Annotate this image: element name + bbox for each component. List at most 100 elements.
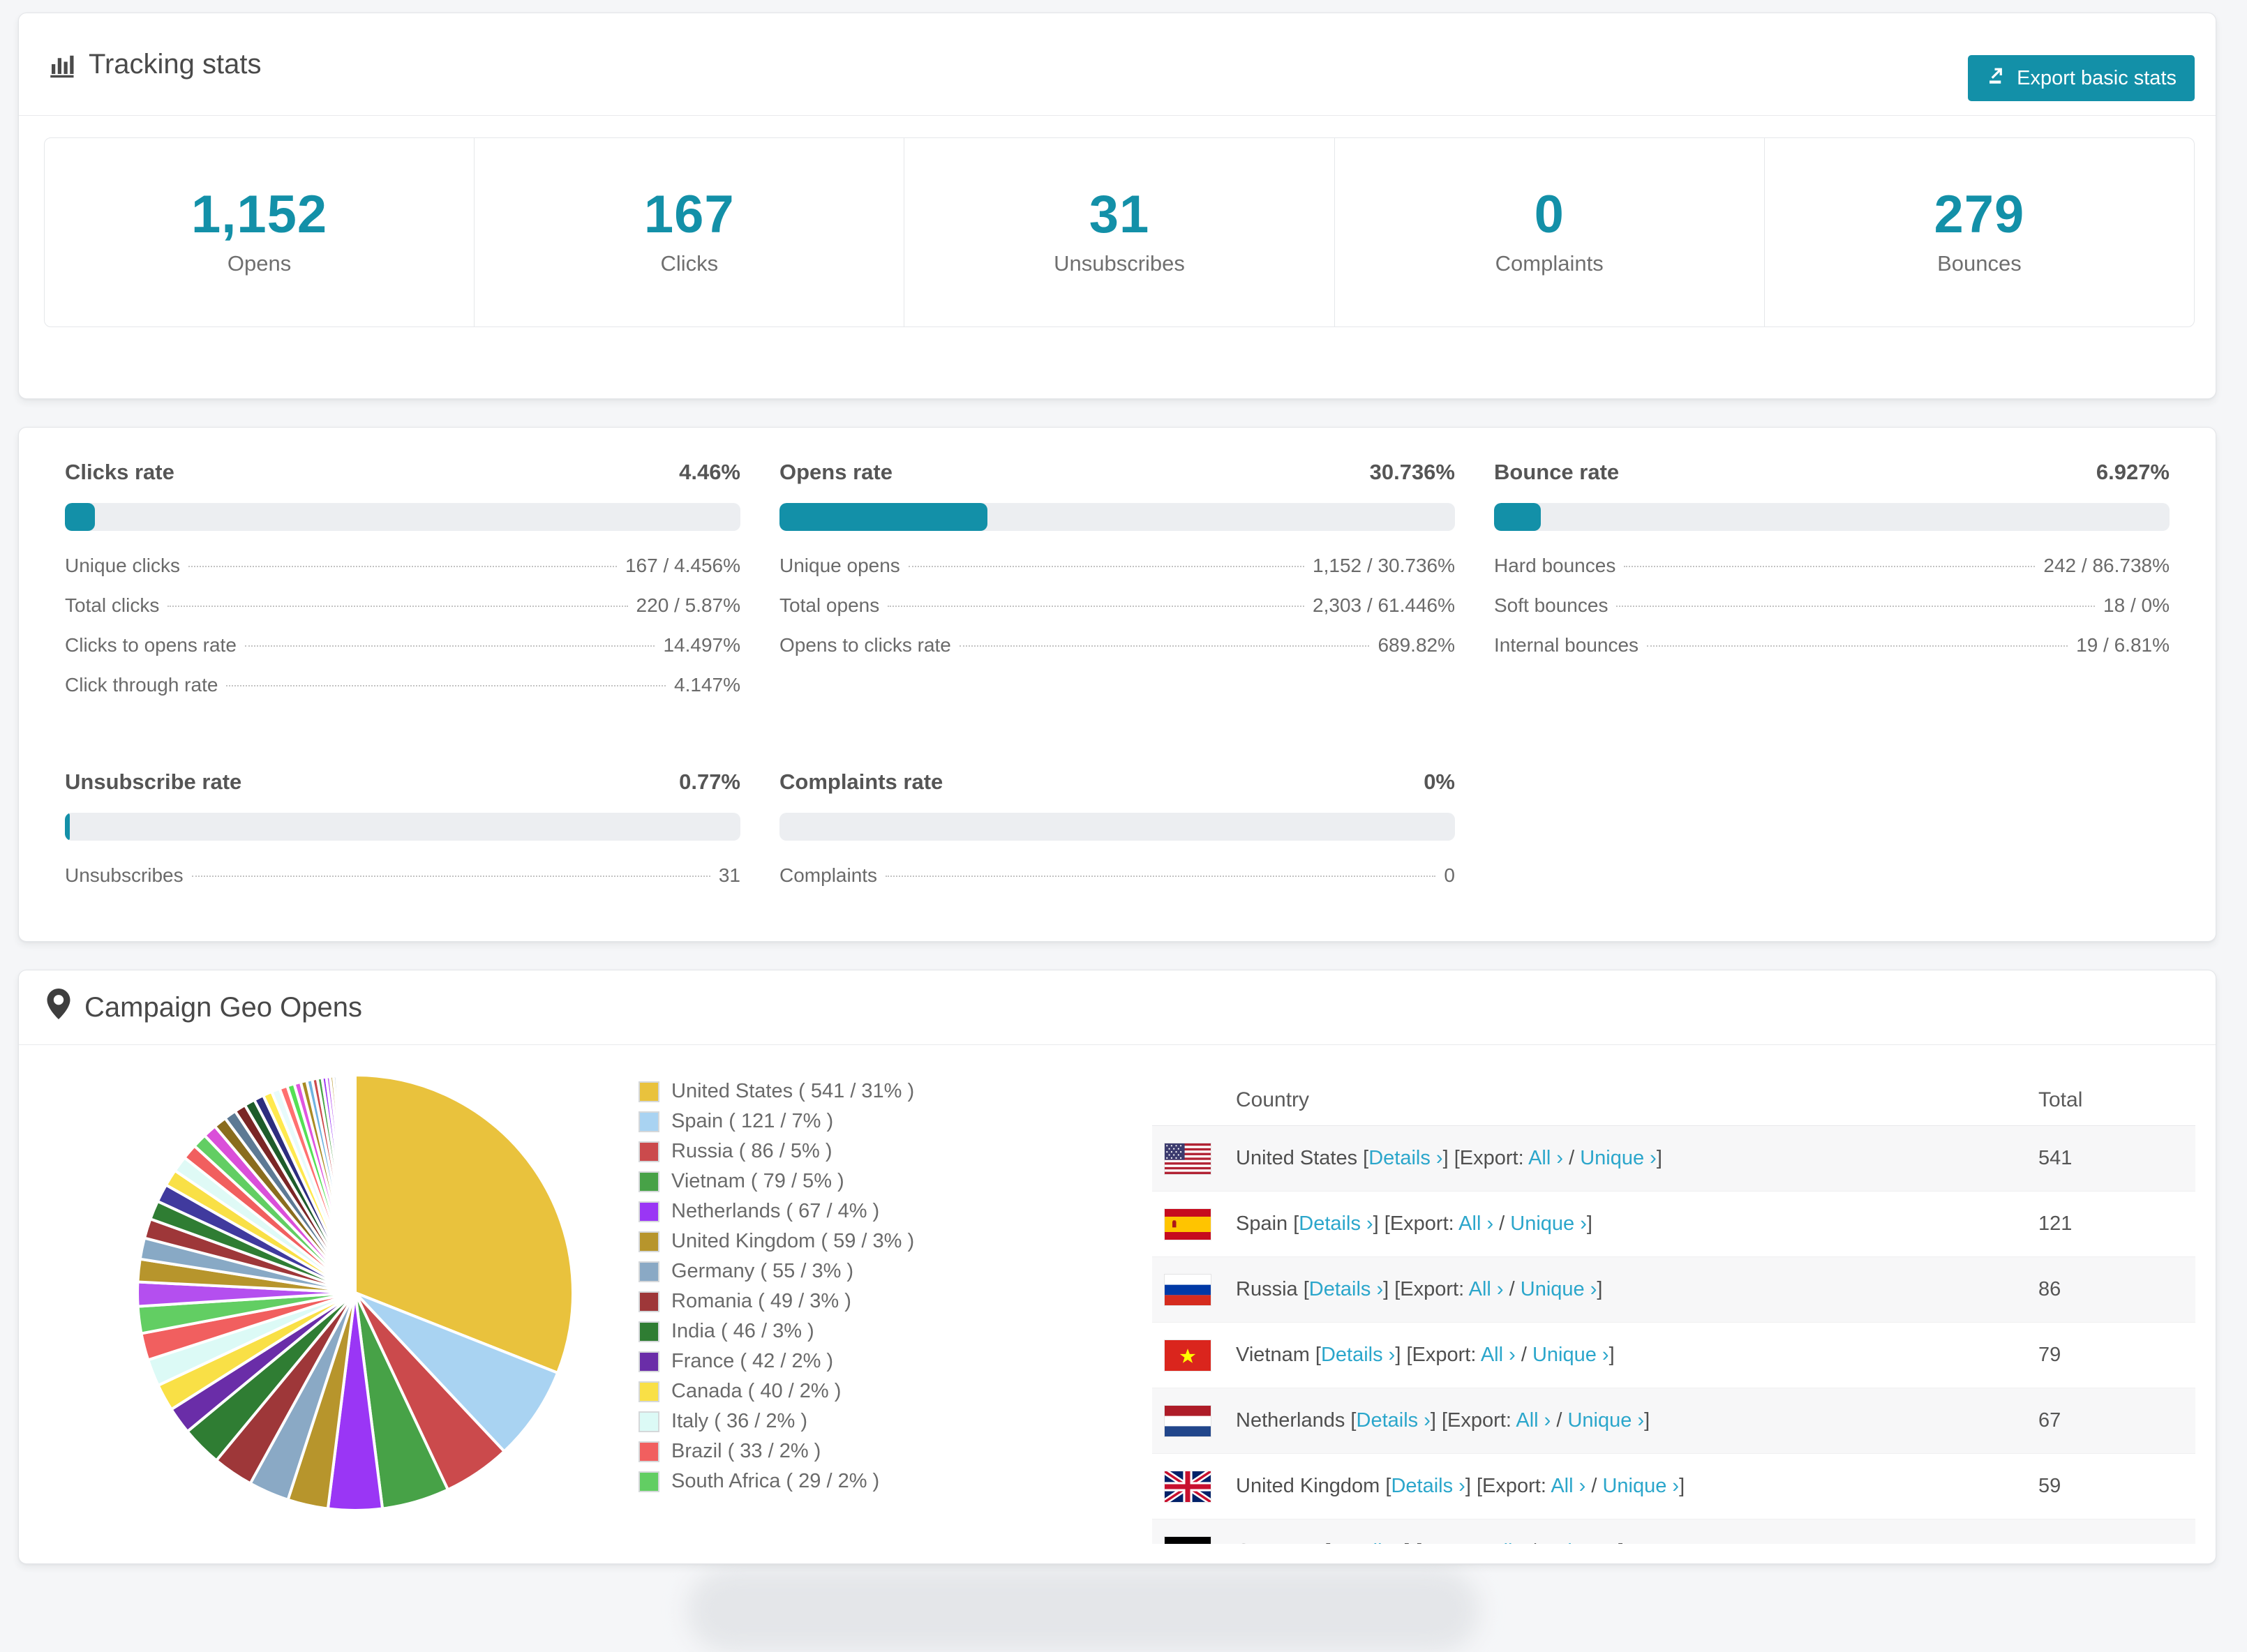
geo-pie-chart[interactable] xyxy=(132,1069,578,1516)
country-name: United Kingdom [ xyxy=(1236,1475,1391,1497)
export-unique-link-germany[interactable]: Unique › xyxy=(1541,1540,1618,1544)
export-unique-link-vietnam[interactable]: Unique › xyxy=(1532,1344,1609,1366)
stat-row-value: 220 / 5.87% xyxy=(636,594,740,617)
geo-table-row-spain: Spain [Details ›] [Export: All › / Uniqu… xyxy=(1152,1192,2195,1257)
geo-row-total: 541 xyxy=(2038,1147,2072,1170)
panel-percent: 0.77% xyxy=(679,769,740,795)
geo-row-total: 55 xyxy=(2038,1540,2061,1544)
export-unique-link-netherlands[interactable]: Unique › xyxy=(1567,1409,1644,1432)
legend-item-netherlands[interactable]: Netherlands ( 67 / 4% ) xyxy=(639,1196,914,1226)
progress-bar-track xyxy=(779,813,1455,841)
legend-swatch xyxy=(639,1441,659,1462)
dotted-leader xyxy=(909,566,1304,567)
details-link-netherlands[interactable]: Details › xyxy=(1357,1409,1431,1432)
panel-title: Clicks rate xyxy=(65,460,174,485)
panel-percent: 0% xyxy=(1424,769,1455,795)
progress-bar-fill xyxy=(1494,503,1541,531)
legend-label: South Africa ( 29 / 2% ) xyxy=(671,1470,879,1493)
legend-swatch xyxy=(639,1321,659,1342)
legend-label: Italy ( 36 / 2% ) xyxy=(671,1410,807,1433)
legend-swatch xyxy=(639,1111,659,1132)
stat-row-label: Complaints xyxy=(779,864,877,887)
export-all-link-vietnam[interactable]: All › xyxy=(1481,1344,1516,1366)
geo-row-total: 86 xyxy=(2038,1278,2061,1301)
dotted-leader xyxy=(1647,645,2068,647)
panel-title: Complaints rate xyxy=(779,769,943,795)
legend-item-spain[interactable]: Spain ( 121 / 7% ) xyxy=(639,1106,914,1136)
details-link-russia[interactable]: Details › xyxy=(1309,1278,1383,1300)
details-link-vietnam[interactable]: Details › xyxy=(1321,1344,1395,1366)
stat-row-value: 689.82% xyxy=(1378,634,1455,656)
export-basic-stats-button[interactable]: Export basic stats xyxy=(1968,55,2195,101)
stat-row-label: Unsubscribes xyxy=(65,864,184,887)
details-link-germany[interactable]: Details › xyxy=(1330,1540,1404,1544)
geo-row-text: Germany [Details ›] [Export: All › / Uni… xyxy=(1236,1540,1624,1544)
geo-header: Campaign Geo Opens xyxy=(19,970,2216,1045)
bracket-text: / xyxy=(1504,1278,1521,1300)
details-link-united-kingdom[interactable]: Details › xyxy=(1391,1475,1465,1497)
stat-row-label: Total clicks xyxy=(65,594,159,617)
legend-label: United Kingdom ( 59 / 3% ) xyxy=(671,1230,914,1253)
export-unique-link-spain[interactable]: Unique › xyxy=(1510,1212,1587,1235)
stat-row-value: 167 / 4.456% xyxy=(625,555,740,577)
bracket-text: ] [Export: xyxy=(1465,1475,1551,1497)
export-all-link-russia[interactable]: All › xyxy=(1469,1278,1504,1300)
flag-icon-us xyxy=(1165,1143,1211,1174)
panel-head: Unsubscribe rate 0.77% xyxy=(65,769,740,795)
bracket-text: ] xyxy=(1618,1540,1624,1544)
stat-label: Unsubscribes xyxy=(1054,251,1185,276)
export-all-link-spain[interactable]: All › xyxy=(1458,1212,1493,1235)
legend-item-russia[interactable]: Russia ( 86 / 5% ) xyxy=(639,1136,914,1166)
geo-row-text: Russia [Details ›] [Export: All › / Uniq… xyxy=(1236,1278,1602,1301)
legend-item-romania[interactable]: Romania ( 49 / 3% ) xyxy=(639,1286,914,1316)
details-link-united-states[interactable]: Details › xyxy=(1368,1147,1442,1169)
legend-swatch xyxy=(639,1351,659,1372)
legend-swatch xyxy=(639,1141,659,1162)
legend-item-germany[interactable]: Germany ( 55 / 3% ) xyxy=(639,1256,914,1286)
bracket-text: ] xyxy=(1657,1147,1662,1169)
legend-item-italy[interactable]: Italy ( 36 / 2% ) xyxy=(639,1406,914,1436)
export-unique-link-russia[interactable]: Unique › xyxy=(1521,1278,1597,1300)
legend-item-south-africa[interactable]: South Africa ( 29 / 2% ) xyxy=(639,1466,914,1496)
flag-icon-de xyxy=(1165,1537,1211,1545)
export-unique-link-united-kingdom[interactable]: Unique › xyxy=(1602,1475,1679,1497)
panel-title: Opens rate xyxy=(779,460,893,485)
export-all-link-germany[interactable]: All › xyxy=(1490,1540,1525,1544)
stat-row-label: Clicks to opens rate xyxy=(65,634,237,656)
geo-row-text: Spain [Details ›] [Export: All › / Uniqu… xyxy=(1236,1212,1592,1236)
legend-item-canada[interactable]: Canada ( 40 / 2% ) xyxy=(639,1376,914,1406)
legend-item-united-kingdom[interactable]: United Kingdom ( 59 / 3% ) xyxy=(639,1226,914,1256)
dotted-leader xyxy=(960,645,1370,647)
geo-pie-legend: United States ( 541 / 31% )Spain ( 121 /… xyxy=(639,1076,914,1496)
legend-item-vietnam[interactable]: Vietnam ( 79 / 5% ) xyxy=(639,1166,914,1196)
geo-table-row-united-kingdom: United Kingdom [Details ›] [Export: All … xyxy=(1152,1454,2195,1519)
export-all-link-netherlands[interactable]: All › xyxy=(1516,1409,1551,1432)
stat-label: Opens xyxy=(227,251,291,276)
country-name: Vietnam [ xyxy=(1236,1344,1321,1366)
legend-item-france[interactable]: France ( 42 / 2% ) xyxy=(639,1346,914,1376)
legend-swatch xyxy=(639,1261,659,1282)
dotted-leader xyxy=(245,645,655,647)
panel-title: Unsubscribe rate xyxy=(65,769,241,795)
details-link-spain[interactable]: Details › xyxy=(1299,1212,1373,1235)
legend-item-india[interactable]: India ( 46 / 3% ) xyxy=(639,1316,914,1346)
legend-item-united-states[interactable]: United States ( 541 / 31% ) xyxy=(639,1076,914,1106)
panel-title: Bounce rate xyxy=(1494,460,1619,485)
export-all-link-united-kingdom[interactable]: All › xyxy=(1551,1475,1585,1497)
stat-row-value: 31 xyxy=(719,864,740,887)
stat-row-value: 2,303 / 61.446% xyxy=(1313,594,1455,617)
export-icon xyxy=(1986,65,2007,91)
bracket-text: ] [Export: xyxy=(1383,1278,1469,1300)
export-unique-link-united-states[interactable]: Unique › xyxy=(1580,1147,1657,1169)
export-all-link-united-states[interactable]: All › xyxy=(1528,1147,1563,1169)
progress-bar-fill xyxy=(65,503,95,531)
legend-item-brazil[interactable]: Brazil ( 33 / 2% ) xyxy=(639,1436,914,1466)
total-column-header: Total xyxy=(2038,1088,2082,1112)
